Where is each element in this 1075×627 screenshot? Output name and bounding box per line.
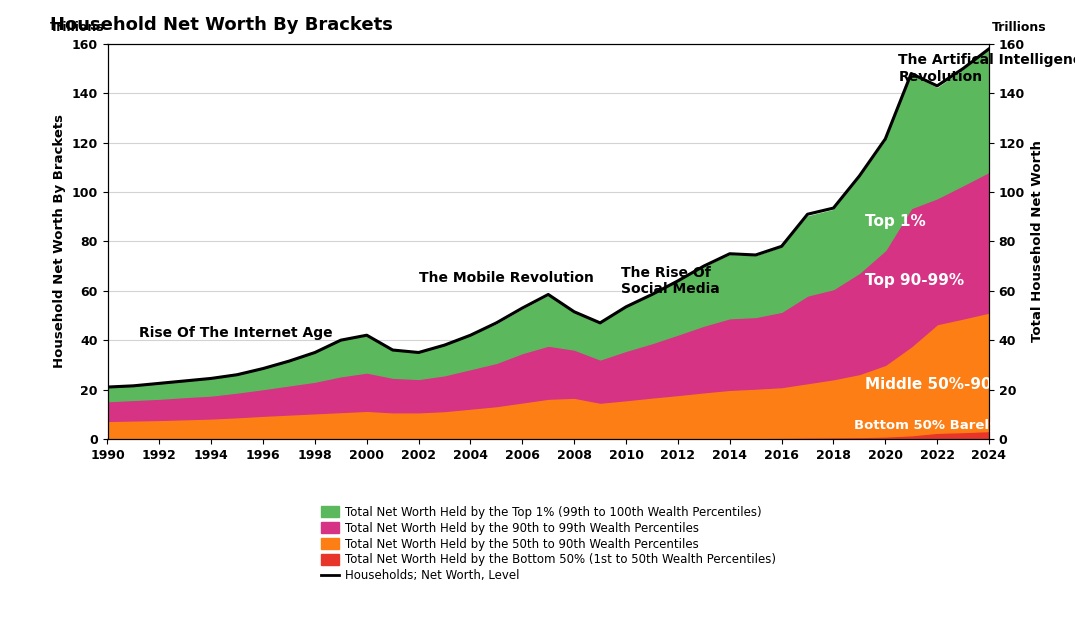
Y-axis label: Household Net Worth By Brackets: Household Net Worth By Brackets [53, 114, 66, 369]
Text: Bottom 50% Barely Show: Bottom 50% Barely Show [855, 419, 1043, 432]
Text: The Rise Of
Social Media: The Rise Of Social Media [621, 266, 719, 296]
Text: Middle 50%-90%: Middle 50%-90% [864, 377, 1006, 392]
Text: Top 90-99%: Top 90-99% [864, 273, 963, 288]
Y-axis label: Total Household Net Worth: Total Household Net Worth [1031, 140, 1044, 342]
Text: Rise Of The Internet Age: Rise Of The Internet Age [139, 326, 332, 340]
Text: The Artifical Intelligence
Revolution: The Artifical Intelligence Revolution [899, 53, 1075, 83]
Text: The Mobile Revolution: The Mobile Revolution [418, 271, 593, 285]
Text: Trillions: Trillions [51, 21, 105, 34]
Text: Trillions: Trillions [991, 21, 1046, 34]
Text: Top 1%: Top 1% [864, 214, 926, 229]
Legend: Total Net Worth Held by the Top 1% (99th to 100th Wealth Percentiles), Total Net: Total Net Worth Held by the Top 1% (99th… [317, 502, 779, 586]
Text: Household Net Worth By Brackets: Household Net Worth By Brackets [51, 16, 393, 34]
